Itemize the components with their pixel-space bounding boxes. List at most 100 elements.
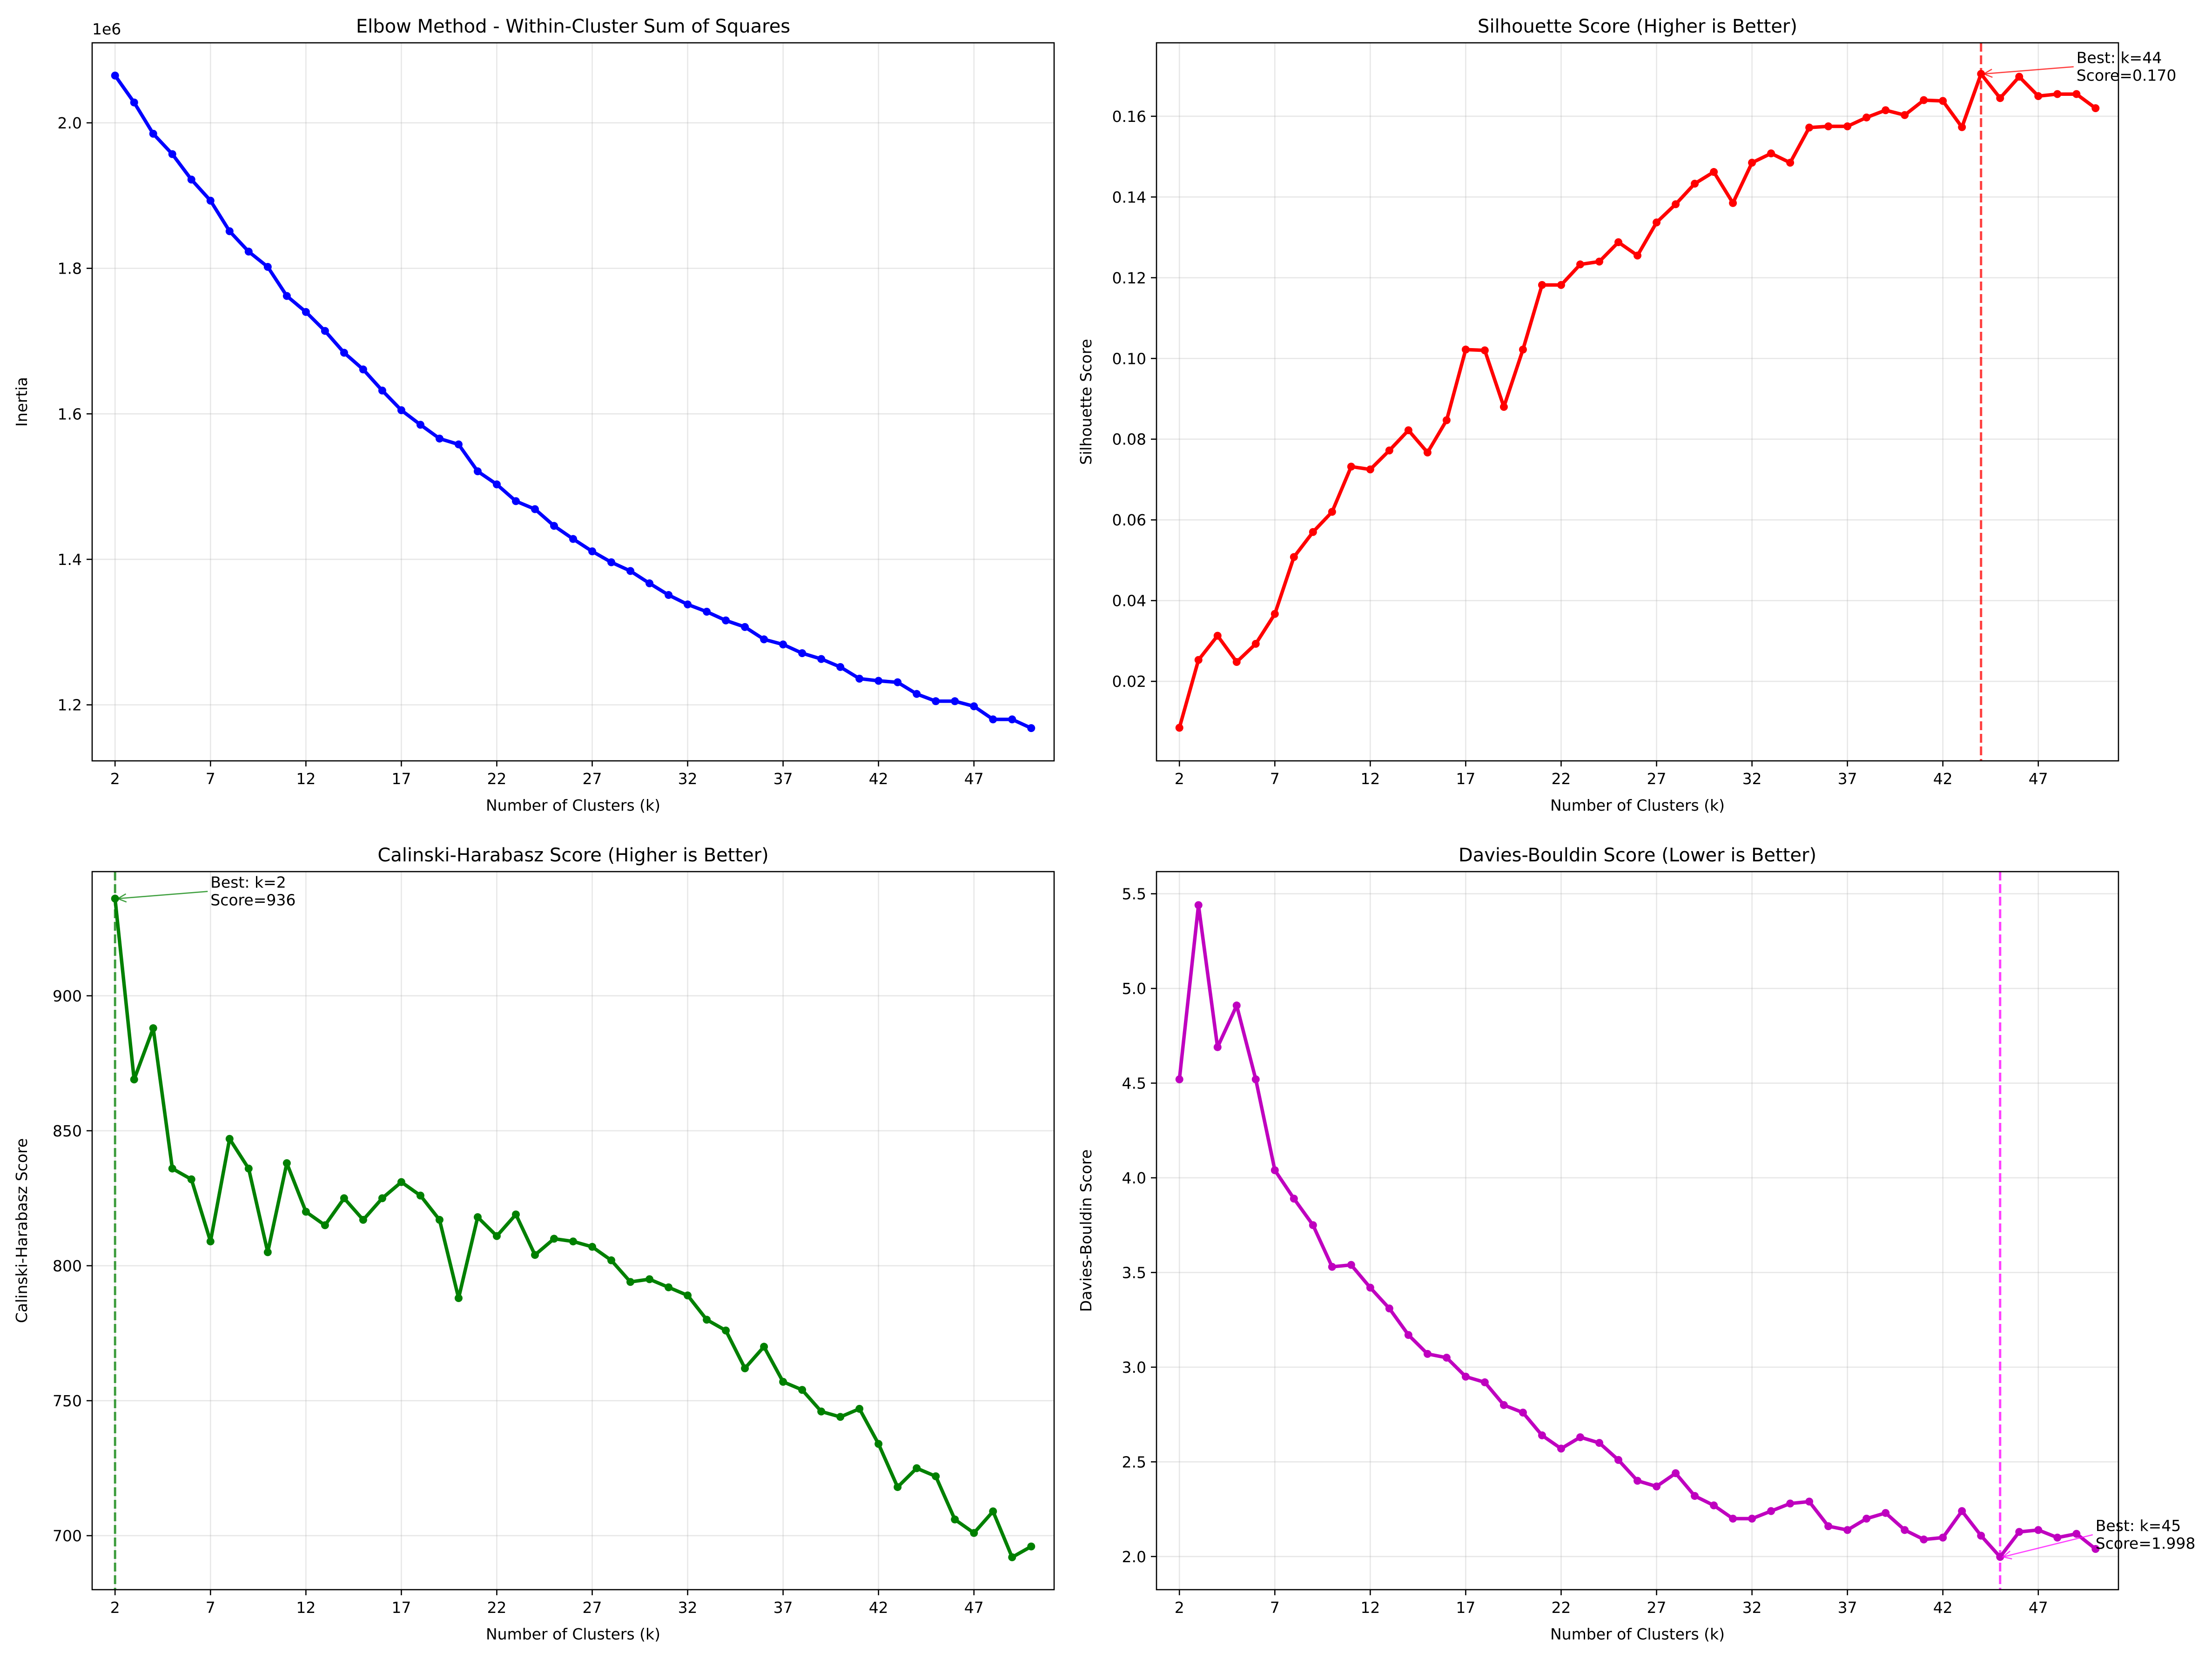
data-point	[1576, 1433, 1584, 1441]
data-point	[1519, 345, 1527, 354]
data-point	[2053, 90, 2062, 98]
data-point	[1653, 218, 1661, 227]
data-point	[894, 1483, 902, 1491]
data-point	[473, 1213, 482, 1221]
annotation-arrowhead	[116, 893, 127, 903]
data-point	[187, 1175, 195, 1183]
data-point	[321, 327, 329, 335]
data-point	[874, 677, 883, 685]
x-tick-label: 27	[1647, 1599, 1667, 1617]
data-point	[130, 98, 138, 107]
data-point	[1901, 111, 1909, 119]
data-point	[779, 640, 787, 649]
data-point	[149, 129, 157, 138]
data-point	[416, 1191, 424, 1200]
x-axis-label: Number of Clusters (k)	[486, 796, 660, 814]
x-tick-label: 32	[1742, 1599, 1762, 1617]
data-point	[645, 1275, 654, 1283]
data-point	[1461, 345, 1470, 354]
plot-frame	[91, 42, 1055, 762]
data-point	[989, 1507, 997, 1516]
data-point	[1027, 1542, 1035, 1551]
data-point	[1824, 1522, 1833, 1531]
data-point	[1824, 122, 1833, 131]
x-tick-label: 22	[487, 770, 506, 788]
x-tick-label: 17	[391, 770, 411, 788]
x-tick-label: 7	[206, 770, 215, 788]
data-point	[1882, 1509, 1890, 1517]
data-point	[454, 1294, 463, 1303]
data-point	[492, 1232, 501, 1240]
data-point	[1480, 1378, 1489, 1386]
x-tick-label: 42	[1933, 770, 1953, 788]
data-point	[1653, 1482, 1661, 1491]
y-axis-label: Calinski-Harabasz Score	[13, 1138, 31, 1323]
data-point	[798, 1386, 807, 1394]
x-tick-label: 32	[678, 1599, 698, 1617]
data-point	[913, 690, 921, 698]
data-point	[225, 227, 234, 235]
data-point	[894, 678, 902, 686]
data-point	[1843, 122, 1852, 131]
data-point	[2072, 1530, 2081, 1538]
chart-title: Davies-Bouldin Score (Lower is Better)	[1459, 845, 1816, 866]
y-tick-label: 1.6	[58, 405, 82, 423]
x-axis-label: Number of Clusters (k)	[486, 1625, 660, 1643]
x-tick-label: 37	[1838, 1599, 1857, 1617]
x-tick-label: 12	[1360, 1599, 1380, 1617]
y-tick-label: 3.5	[1122, 1263, 1146, 1282]
y-tick-label: 4.0	[1122, 1169, 1146, 1187]
data-point	[1290, 1195, 1298, 1203]
y-tick-label: 5.0	[1122, 980, 1146, 998]
best-annotation-text: Score=0.170	[2077, 66, 2177, 84]
data-point	[302, 1208, 310, 1216]
data-point	[970, 702, 978, 711]
data-point	[1862, 1514, 1871, 1523]
data-point	[1461, 1372, 1470, 1381]
data-point	[932, 697, 940, 705]
y-tick-label: 800	[53, 1257, 82, 1275]
data-point	[1920, 96, 1928, 104]
data-point	[263, 263, 272, 271]
data-point	[1557, 1444, 1565, 1453]
y-axis-label: Davies-Bouldin Score	[1077, 1149, 1095, 1312]
data-point	[1232, 1001, 1241, 1010]
y-tick-label: 850	[53, 1122, 82, 1140]
data-point	[111, 71, 119, 80]
chart-title: Silhouette Score (Higher is Better)	[1478, 16, 1797, 37]
data-point	[340, 1194, 348, 1202]
data-point	[1843, 1526, 1852, 1534]
y-tick-label: 2.0	[1122, 1548, 1146, 1566]
data-point	[1996, 94, 2004, 102]
x-tick-label: 42	[869, 770, 888, 788]
data-point	[569, 535, 577, 543]
data-point	[1347, 1261, 1355, 1269]
data-point	[263, 1248, 272, 1256]
data-point	[665, 1283, 673, 1291]
annotation-arrowhead	[1982, 68, 1993, 78]
annotation-arrow	[2003, 1534, 2093, 1558]
data-point	[550, 1235, 558, 1243]
data-point	[1213, 631, 1222, 640]
data-point	[531, 505, 539, 513]
data-point	[855, 1404, 864, 1413]
data-point	[874, 1440, 883, 1448]
data-point	[1767, 1507, 1775, 1515]
data-point	[130, 1075, 138, 1084]
data-point	[1366, 1283, 1374, 1292]
data-point	[741, 1364, 749, 1372]
data-point	[1194, 901, 1203, 909]
data-point	[645, 579, 654, 588]
data-point	[359, 365, 367, 374]
data-point	[1614, 238, 1622, 246]
data-point	[665, 591, 673, 599]
x-tick-label: 12	[296, 1599, 316, 1617]
data-point	[1423, 1350, 1432, 1358]
data-point	[1328, 508, 1336, 516]
data-point	[1008, 1553, 1016, 1561]
plot-frame	[91, 871, 1055, 1591]
data-point	[1977, 1531, 1985, 1540]
data-point	[1442, 1354, 1451, 1362]
data-point	[340, 349, 348, 357]
